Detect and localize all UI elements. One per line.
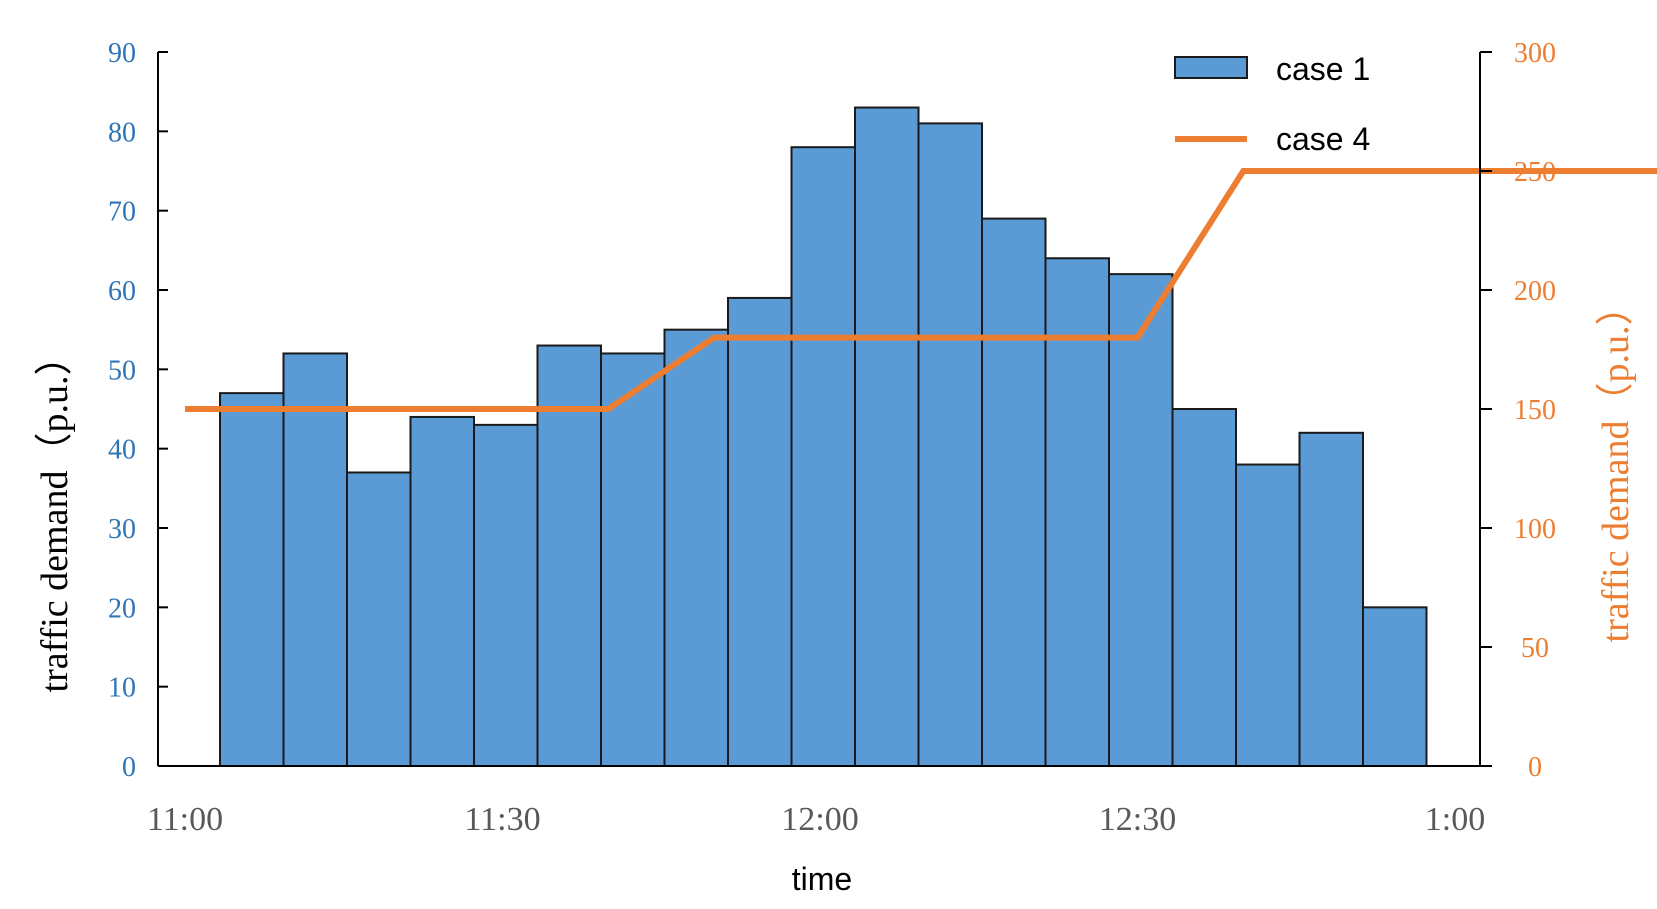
- bar-case1-16: [1235, 463, 1301, 767]
- bar-case1-15: [1171, 408, 1237, 767]
- x-axis-title: time: [792, 861, 852, 897]
- bar-case1-12: [981, 217, 1047, 768]
- right-tick-label-0: 0: [1528, 752, 1542, 783]
- line-case4: [185, 168, 1657, 412]
- right-y-axis-title: traffic demand（p.u.）: [1595, 288, 1637, 643]
- left-y-axis-title: traffic demand（p.u.）: [34, 338, 76, 693]
- legend-swatch-case1: [1174, 56, 1248, 79]
- right-tick-label-1: 50: [1521, 633, 1549, 664]
- left-y-ticks: 0 10 20 30 40 50 60 70 80 90: [108, 38, 168, 783]
- bar-case1-17: [1298, 431, 1364, 767]
- legend-label-case1: case 1: [1276, 51, 1370, 87]
- bar-case1-5: [536, 344, 602, 767]
- x-tick-label-2: 12:00: [781, 801, 858, 838]
- right-tick-label-2: 100: [1514, 514, 1556, 545]
- line-case4-group: [185, 168, 1657, 412]
- legend-label-case4: case 4: [1276, 121, 1370, 157]
- bar-case1-0: [219, 392, 285, 767]
- bar-case1-9: [790, 146, 856, 767]
- bar-case1-2: [346, 471, 412, 767]
- right-tick-label-5: 250: [1514, 157, 1556, 188]
- bar-case1-3: [409, 415, 475, 767]
- x-tick-label-1: 11:30: [464, 801, 540, 838]
- x-tick-label-3: 12:30: [1099, 801, 1176, 838]
- bar-case1-18: [1362, 606, 1428, 767]
- bar-case1-1: [282, 352, 348, 767]
- x-tick-label-0: 11:00: [147, 801, 223, 838]
- left-tick-label-9: 90: [108, 38, 136, 69]
- bar-case1-14: [1108, 273, 1174, 767]
- bars-case1: [219, 106, 1428, 768]
- bar-case1-8: [727, 296, 793, 767]
- bar-case1-11: [917, 122, 983, 767]
- bar-case1-13: [1044, 257, 1110, 767]
- left-tick-label-8: 80: [108, 117, 136, 148]
- bar-case1-10: [854, 106, 920, 768]
- right-tick-label-4: 200: [1514, 276, 1556, 307]
- legend: case 1 case 4: [1174, 51, 1370, 157]
- left-tick-label-6: 60: [108, 276, 136, 307]
- left-tick-label-3: 30: [108, 514, 136, 545]
- right-y-ticks: 0 50 100 150 200 250 300: [1480, 38, 1556, 783]
- left-tick-label-5: 50: [108, 355, 136, 386]
- left-tick-label-0: 0: [122, 752, 136, 783]
- bar-case1-4: [473, 423, 539, 767]
- left-tick-label-4: 40: [108, 435, 136, 466]
- x-tick-label-4: 1:00: [1425, 801, 1485, 838]
- bar-case1-6: [600, 352, 666, 767]
- left-tick-label-7: 70: [108, 197, 136, 228]
- left-tick-label-1: 10: [108, 673, 136, 704]
- bar-case1-7: [663, 328, 729, 767]
- right-tick-label-6: 300: [1514, 38, 1556, 69]
- left-tick-label-2: 20: [108, 593, 136, 624]
- x-ticks: 11:00 11:30 12:00 12:30 1:00: [147, 801, 1485, 838]
- right-tick-label-3: 150: [1514, 395, 1556, 426]
